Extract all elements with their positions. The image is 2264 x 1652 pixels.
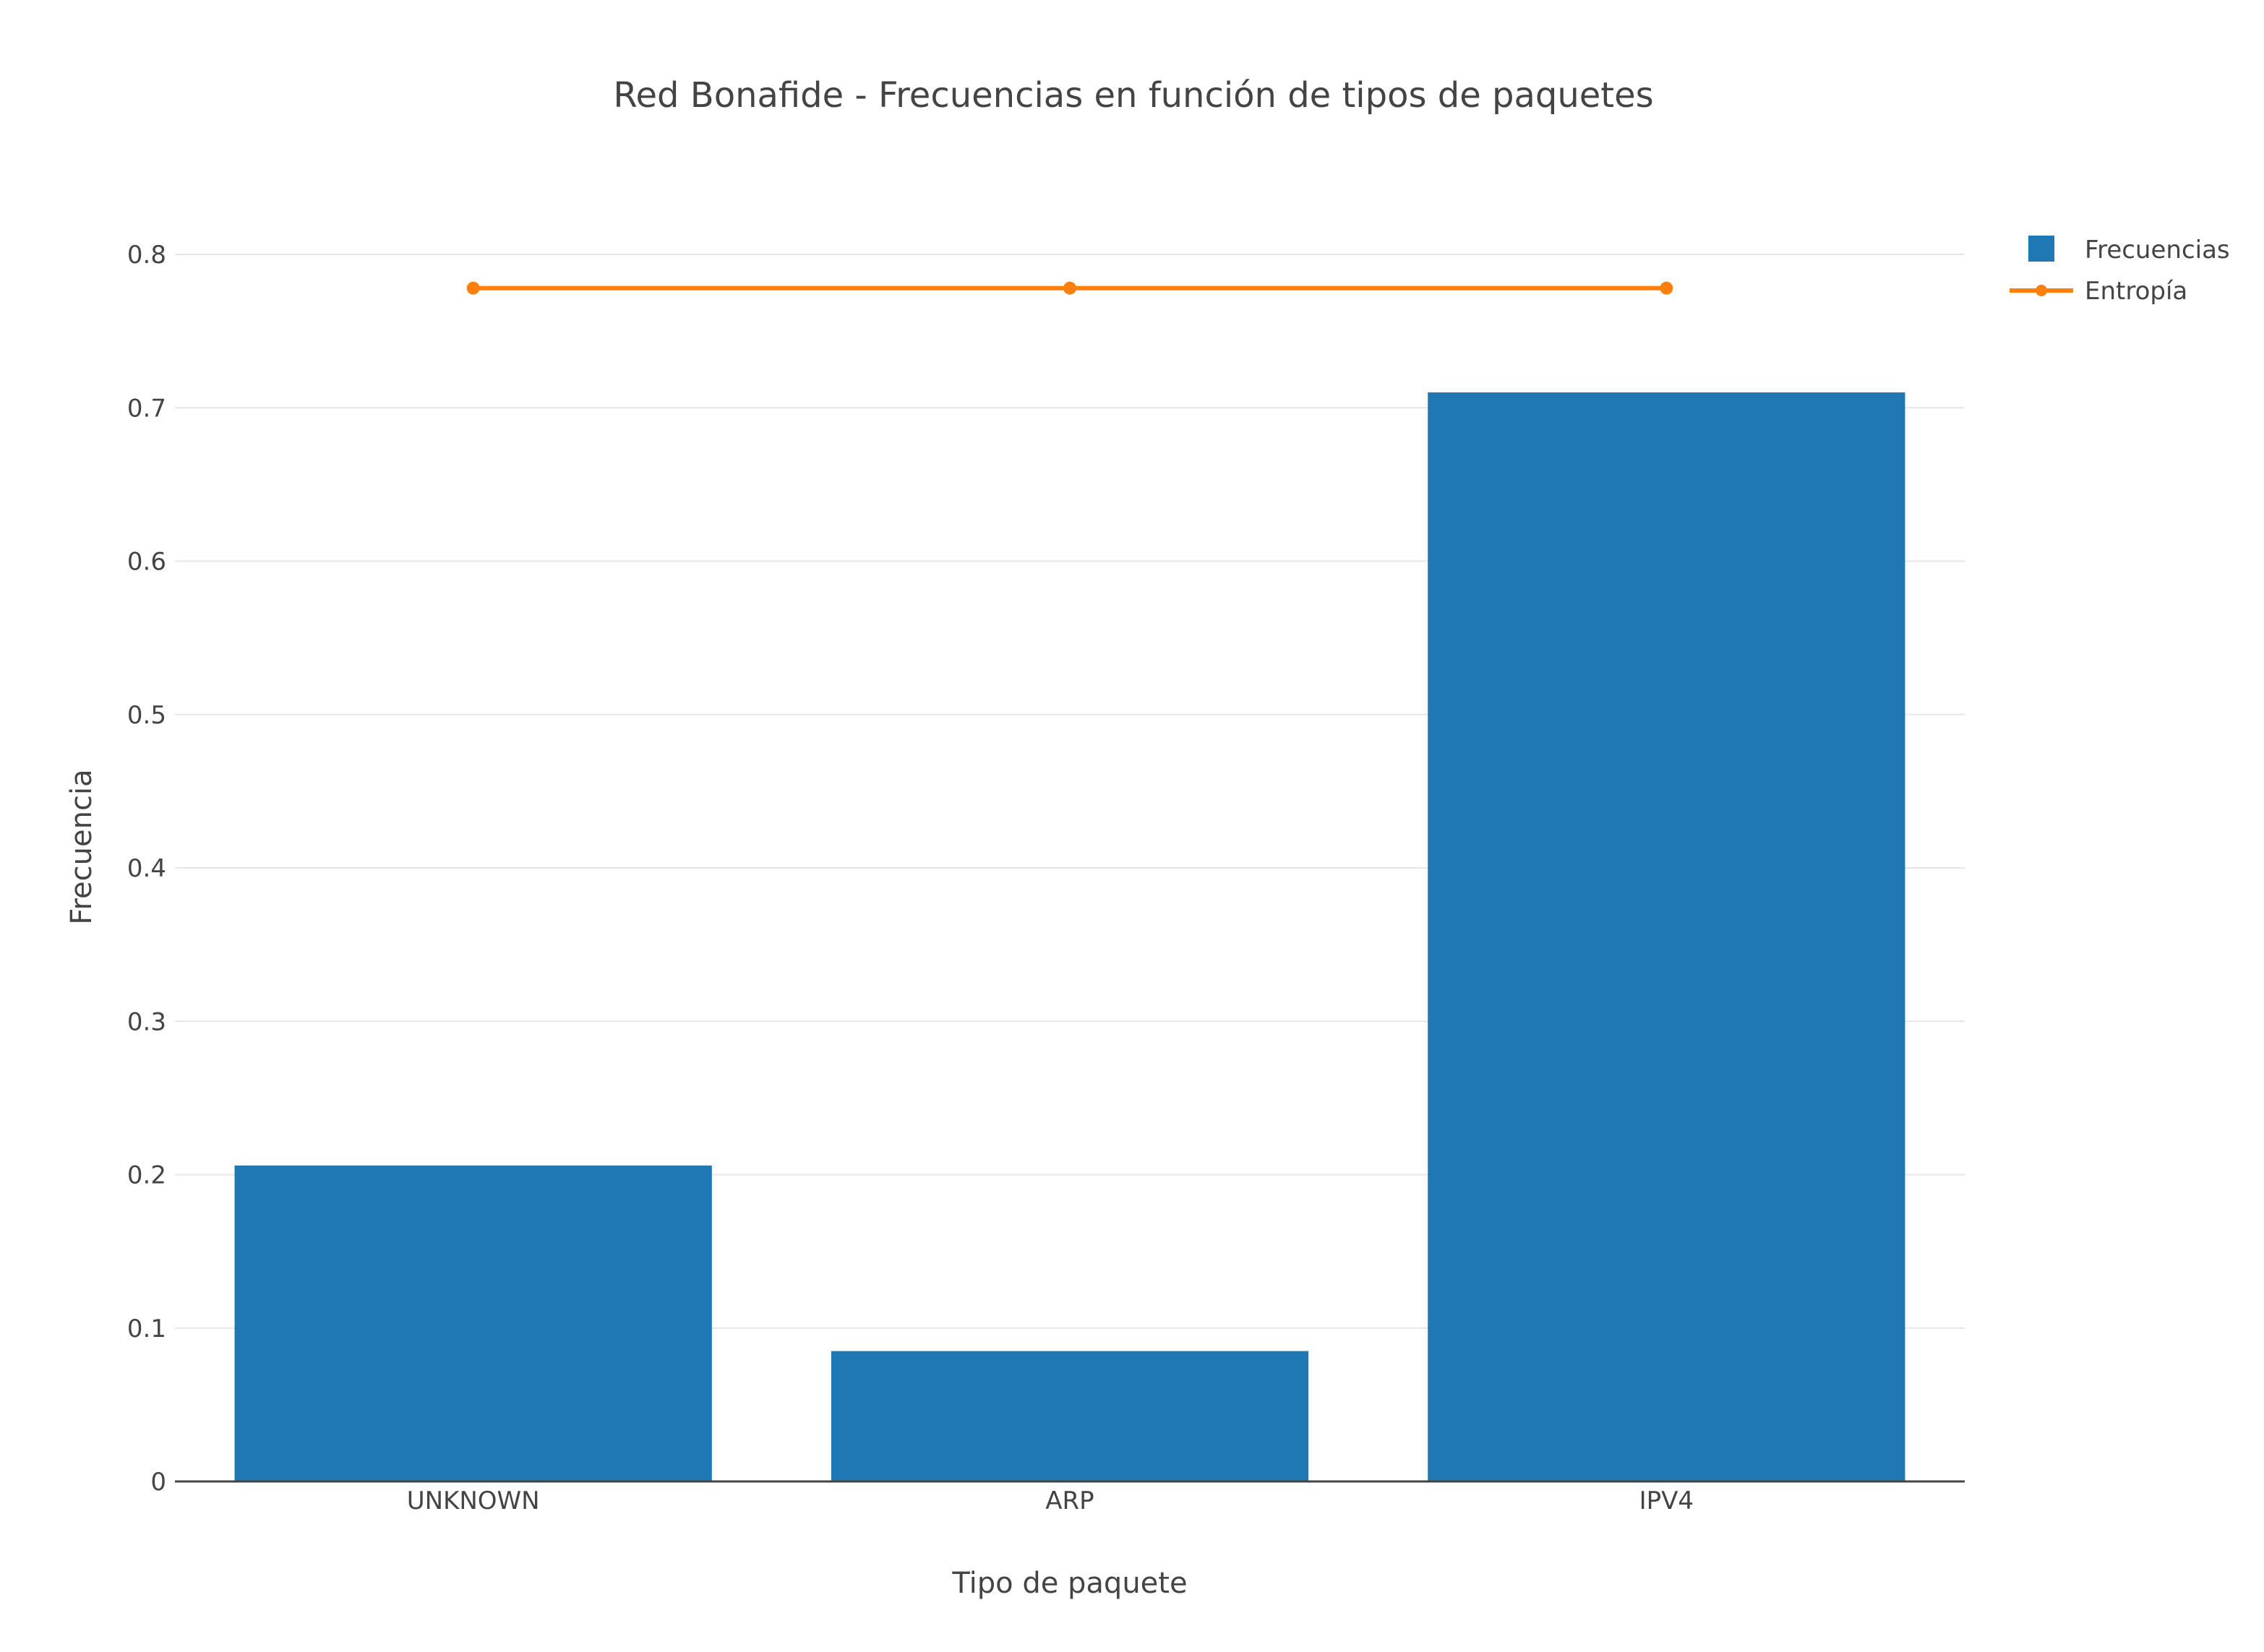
y-axis-title: Frecuencia <box>65 769 98 924</box>
x-tick-label: UNKNOWN <box>407 1487 540 1515</box>
entropia-point[interactable] <box>1063 281 1076 295</box>
y-tick-label: 0 <box>150 1468 166 1497</box>
legend-label-entropia: Entropía <box>2085 277 2187 306</box>
legend: Frecuencias Entropía <box>2010 236 2230 306</box>
legend-item-entropia[interactable]: Entropía <box>2010 277 2187 306</box>
bar-arp[interactable] <box>831 1351 1309 1481</box>
legend-label-frecuencias: Frecuencias <box>2085 236 2230 264</box>
line-series-entropia <box>466 281 1673 295</box>
y-tick-label: 0.5 <box>127 701 166 730</box>
x-tick-labels: UNKNOWN ARP IPV4 <box>407 1487 1694 1515</box>
x-axis-title: Tipo de paquete <box>951 1567 1187 1600</box>
y-tick-label: 0.8 <box>127 241 166 270</box>
bar-ipv4[interactable] <box>1428 392 1905 1481</box>
legend-item-frecuencias[interactable]: Frecuencias <box>2028 236 2230 264</box>
bar-unknown[interactable] <box>234 1165 712 1481</box>
y-tick-label: 0.3 <box>127 1007 166 1036</box>
y-tick-label: 0.1 <box>127 1315 166 1343</box>
entropia-point[interactable] <box>466 281 480 295</box>
y-tick-label: 0.2 <box>127 1161 166 1190</box>
y-tick-label: 0.4 <box>127 854 166 883</box>
y-tick-label: 0.7 <box>127 394 166 423</box>
y-tick-labels: 0 0.1 0.2 0.3 0.4 0.5 0.6 0.7 0.8 <box>127 241 166 1497</box>
x-tick-label: IPV4 <box>1639 1487 1694 1515</box>
x-tick-label: ARP <box>1045 1487 1094 1515</box>
y-tick-label: 0.6 <box>127 548 166 577</box>
chart-title: Red Bonafide - Frecuencias en función de… <box>613 75 1653 116</box>
legend-swatch-entropia-marker <box>2036 285 2047 296</box>
entropia-point[interactable] <box>1660 281 1673 295</box>
bar-series-frecuencias <box>234 392 1905 1481</box>
legend-swatch-frecuencias <box>2028 236 2054 262</box>
